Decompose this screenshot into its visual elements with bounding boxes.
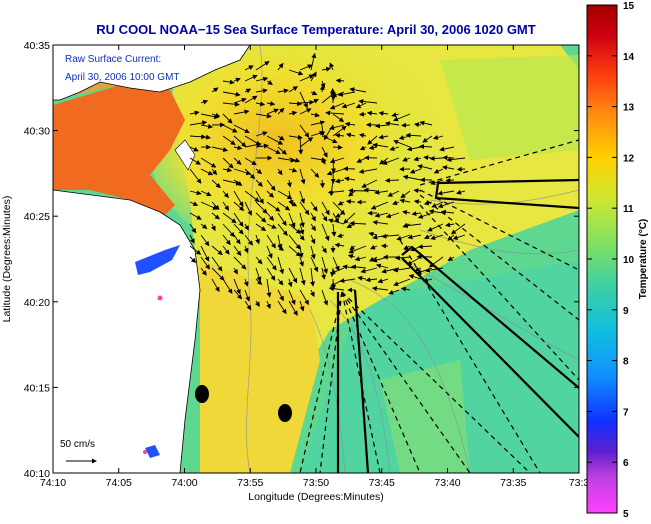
current-vector [333,147,342,148]
plot-area [53,40,579,473]
colorbar-tick-label: 6 [623,458,629,469]
y-axis-label: Latitude (Degrees:Minutes) [1,196,13,323]
overlay-current-label: Raw Surface Current: [65,54,161,65]
current-vector [443,158,454,159]
x-tick-label: 73:35 [500,477,526,489]
x-tick-label: 73:40 [434,477,460,489]
colorbar-tick-label: 10 [623,255,635,266]
x-axis-label: Longitude (Degrees:Minutes) [248,491,383,503]
current-vector [386,180,399,181]
x-tick-label: 74:05 [106,477,132,489]
current-vector [402,125,410,126]
y-tick-label: 40:15 [24,382,50,394]
land-nj [53,190,200,473]
pink-spot [158,296,163,301]
colorbar-tick-label: 9 [623,306,629,317]
x-tick-label: 74:00 [171,477,197,489]
overlay-current-time: April 30, 2006 10:00 GMT [65,72,180,83]
colorbar-tick-label: 11 [623,204,634,215]
y-tick-label: 40:30 [24,126,50,138]
colorbar-tick-label: 7 [623,407,629,418]
colorbar-label: Temperature (°C) [638,219,649,300]
colorbar-tick-label: 12 [623,153,635,164]
scale-label: 50 cm/s [60,439,95,450]
colorbar-tick-label: 15 [623,1,635,12]
pink-spot-south [143,450,147,454]
x-tick-label: 73:3 [569,477,590,489]
y-tick-label: 40:35 [24,40,50,52]
figure-title: RU COOL NOAA−15 Sea Surface Temperature:… [96,22,535,37]
y-tick-label: 40:10 [24,468,50,480]
buoy-marker [278,404,292,422]
current-vector [360,114,366,115]
current-vector [333,279,334,289]
colorbar-tick-label: 13 [623,103,635,114]
current-vector [349,191,366,192]
buoy-marker [195,385,209,403]
colorbar-tick-label: 5 [623,509,629,519]
x-tick-label: 73:55 [237,477,263,489]
y-tick-label: 40:20 [24,297,50,309]
x-tick-label: 73:45 [369,477,395,489]
colorbar-tick-label: 8 [623,357,629,368]
y-tick-label: 40:25 [24,211,50,223]
x-tick-label: 73:50 [303,477,329,489]
colorbar-tick-label: 14 [623,52,635,63]
current-vector [446,180,454,181]
current-vector [458,169,465,170]
